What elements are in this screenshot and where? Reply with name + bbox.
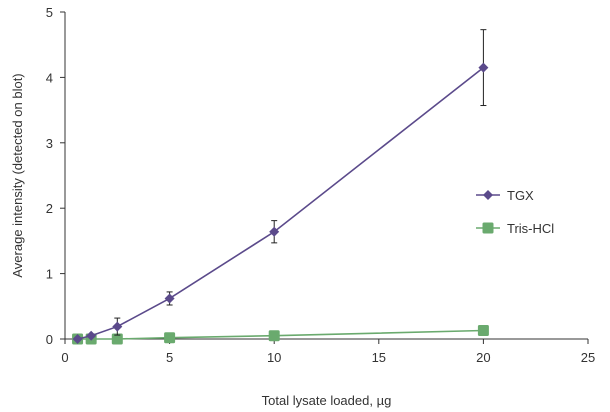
x-tick-label: 5 [166, 350, 173, 365]
legend-label: Tris-HCl [507, 221, 554, 236]
series-line [77, 66, 484, 340]
legend-label: TGX [507, 188, 534, 203]
y-axis-title: Average intensity (detected on blot) [10, 73, 25, 277]
y-tick-label: 2 [46, 201, 53, 216]
series-tris-hcl [72, 324, 489, 345]
x-tick-label: 10 [267, 350, 281, 365]
axes [64, 12, 588, 340]
x-axis-title: Total lysate loaded, µg [262, 393, 392, 408]
x-tick-label: 25 [581, 350, 595, 365]
x-tick-label: 15 [372, 350, 386, 365]
series-tgx [72, 29, 489, 344]
x-tick-label: 20 [476, 350, 490, 365]
data-point [111, 333, 123, 345]
legend-marker [482, 222, 494, 234]
data-point [164, 332, 176, 344]
legend-item: Tris-HCl [476, 221, 554, 236]
data-point [477, 324, 489, 336]
data-point [86, 330, 97, 341]
data-point [112, 321, 123, 332]
x-ticks: 0 5 10 15 20 25 [61, 339, 595, 365]
data-point [478, 62, 489, 73]
legend-marker [483, 190, 493, 200]
series-layer [72, 29, 489, 345]
data-point [269, 226, 280, 237]
legend-item: TGX [476, 188, 534, 203]
y-tick-label: 1 [46, 267, 53, 282]
x-tick-label: 0 [61, 350, 68, 365]
y-tick-label: 3 [46, 136, 53, 151]
data-point [72, 334, 83, 344]
y-ticks: 0 1 2 3 4 5 [46, 5, 65, 347]
y-tick-label: 5 [46, 5, 53, 20]
legend: TGX Tris-HCl [476, 188, 554, 236]
y-tick-label: 0 [46, 332, 53, 347]
series-line [77, 329, 484, 340]
data-point [268, 330, 280, 342]
data-point [164, 293, 175, 304]
y-tick-label: 4 [46, 70, 53, 85]
